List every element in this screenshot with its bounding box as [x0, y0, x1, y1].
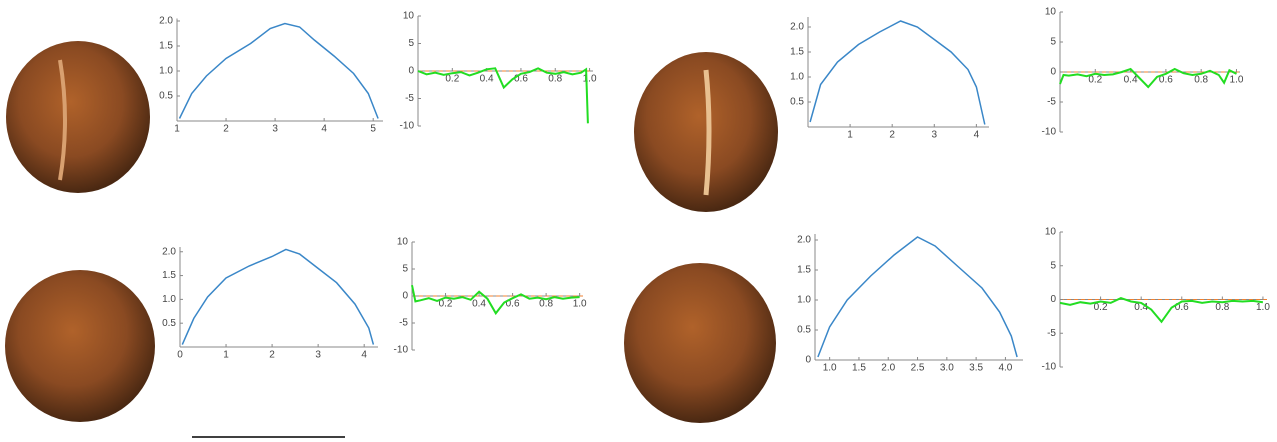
y-tick-label: 1.0 — [797, 295, 811, 306]
y-tick-label: 0 — [402, 291, 408, 302]
y-tick-label: -10 — [1042, 362, 1057, 373]
y-tick-label: -5 — [399, 318, 408, 329]
y-tick-label: 1.5 — [162, 270, 176, 281]
y-tick-label: 0 — [805, 355, 811, 366]
y-tick-label: 0 — [1050, 294, 1056, 305]
figure: 1 2 3 4 5 0.5 1.0 1.5 2.0 0.2 0.4 0.6 0.8 1.0 -10 -5 0 5 1… — [0, 0, 1277, 442]
x-tick-label: 5 — [370, 124, 376, 135]
y-tick-label: 2.0 — [162, 246, 176, 257]
x-tick-label: 1 — [847, 130, 853, 141]
y-tick-label: -10 — [400, 121, 415, 132]
x-tick-label: 0.8 — [548, 74, 562, 85]
x-tick-label: 2 — [223, 124, 229, 135]
y-tick-label: 0 — [1050, 67, 1056, 78]
seed-image — [6, 41, 150, 193]
x-tick-label: 0.4 — [1124, 75, 1138, 86]
x-tick-label: 4 — [321, 124, 327, 135]
y-tick-label: 1.0 — [159, 66, 173, 77]
y-tick-label: 2.0 — [159, 16, 173, 27]
x-tick-label: 0.2 — [1088, 75, 1102, 86]
x-tick-label: 3.5 — [969, 363, 983, 374]
x-tick-label: 0.4 — [480, 74, 494, 85]
x-tick-label: 1.0 — [583, 74, 597, 85]
x-tick-label: 4 — [361, 350, 367, 361]
x-tick-label: 0.8 — [539, 299, 553, 310]
y-tick-label: -10 — [394, 345, 409, 356]
y-tick-label: 5 — [1050, 260, 1056, 271]
curve — [810, 21, 985, 125]
x-tick-label: 3 — [272, 124, 278, 135]
y-tick-label: 1.5 — [797, 265, 811, 276]
x-tick-label: 2 — [889, 130, 895, 141]
x-tick-label: 4.0 — [998, 363, 1012, 374]
curve — [182, 249, 373, 344]
x-tick-label: 2.0 — [881, 363, 895, 374]
y-tick-label: 2.0 — [797, 235, 811, 246]
y-tick-label: 1.5 — [159, 41, 173, 52]
curve — [180, 24, 379, 119]
y-tick-label: 1.0 — [790, 72, 804, 83]
y-tick-label: -10 — [1042, 127, 1057, 138]
seed-image — [624, 263, 776, 423]
x-tick-label: 4 — [974, 130, 980, 141]
x-tick-label: 3.0 — [940, 363, 954, 374]
y-tick-label: -5 — [1047, 328, 1056, 339]
x-tick-label: 0.8 — [1215, 302, 1229, 313]
x-tick-label: 1.0 — [823, 363, 837, 374]
y-tick-label: 10 — [403, 11, 415, 22]
x-tick-label: 0 — [177, 350, 183, 361]
x-tick-label: 3 — [315, 350, 321, 361]
y-tick-label: -5 — [1047, 97, 1056, 108]
seed-image — [5, 270, 155, 422]
curve — [412, 285, 580, 313]
x-tick-label: 1.0 — [1230, 75, 1244, 86]
x-tick-label: 1.0 — [573, 299, 587, 310]
x-tick-label: 0.2 — [445, 74, 459, 85]
seed-photos — [5, 41, 778, 437]
curve — [818, 237, 1017, 357]
x-tick-label: 1.5 — [852, 363, 866, 374]
x-tick-label: 1.0 — [1256, 302, 1270, 313]
y-tick-label: 0.5 — [159, 91, 173, 102]
y-tick-label: 10 — [1045, 7, 1057, 18]
y-tick-label: 10 — [1045, 227, 1057, 238]
x-tick-label: 0.2 — [1094, 302, 1108, 313]
curve — [1060, 298, 1263, 322]
y-tick-label: 0 — [408, 66, 414, 77]
x-tick-label: 1 — [174, 124, 180, 135]
curve — [418, 68, 588, 123]
x-tick-label: 0.4 — [472, 299, 486, 310]
x-tick-label: 2.5 — [911, 363, 925, 374]
y-tick-label: 0.5 — [162, 318, 176, 329]
y-tick-label: 5 — [408, 38, 414, 49]
y-tick-label: 0.5 — [790, 97, 804, 108]
y-tick-label: 5 — [402, 264, 408, 275]
x-tick-label: 0.6 — [514, 74, 528, 85]
x-tick-label: 1 — [223, 350, 229, 361]
x-tick-label: 3 — [931, 130, 937, 141]
y-tick-label: 1.0 — [162, 294, 176, 305]
y-tick-label: -5 — [405, 93, 414, 104]
y-tick-label: 1.5 — [790, 47, 804, 58]
x-tick-label: 2 — [269, 350, 275, 361]
x-tick-label: 0.8 — [1194, 75, 1208, 86]
y-tick-label: 2.0 — [790, 22, 804, 33]
y-tick-label: 5 — [1050, 37, 1056, 48]
y-tick-label: 0.5 — [797, 325, 811, 336]
y-tick-label: 10 — [397, 237, 409, 248]
